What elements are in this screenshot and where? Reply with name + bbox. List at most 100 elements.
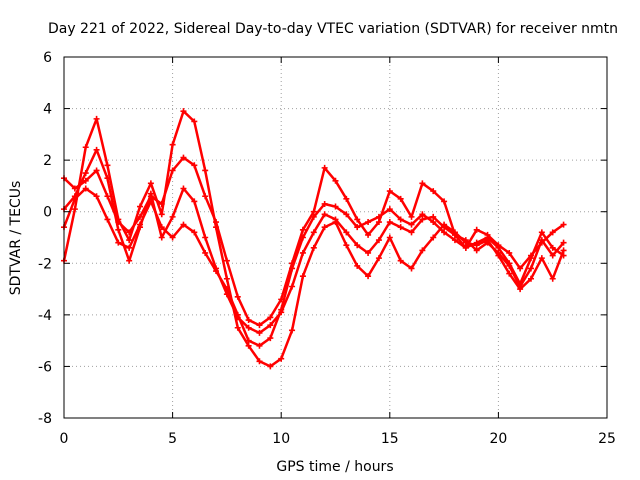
data-point bbox=[169, 167, 176, 174]
data-point bbox=[517, 265, 524, 272]
y-tick-label: -4 bbox=[38, 308, 52, 324]
data-point bbox=[137, 203, 144, 210]
data-point bbox=[527, 275, 534, 282]
data-point bbox=[213, 265, 220, 272]
y-tick-label: 0 bbox=[43, 205, 52, 221]
data-point bbox=[278, 296, 285, 303]
data-point bbox=[321, 200, 328, 207]
data-point bbox=[82, 144, 89, 151]
data-point bbox=[354, 262, 361, 269]
data-point bbox=[223, 275, 230, 282]
data-point bbox=[538, 229, 545, 236]
data-point bbox=[397, 195, 404, 202]
plot-frame bbox=[63, 56, 608, 419]
x-tick-label: 10 bbox=[272, 431, 290, 447]
data-point bbox=[256, 322, 263, 329]
data-point bbox=[386, 206, 393, 213]
data-point bbox=[310, 208, 317, 215]
data-point bbox=[560, 247, 567, 254]
data-point bbox=[321, 164, 328, 171]
data-point bbox=[310, 244, 317, 251]
data-point bbox=[538, 237, 545, 244]
data-point bbox=[82, 170, 89, 177]
data-point bbox=[354, 242, 361, 249]
data-point bbox=[419, 216, 426, 223]
data-point bbox=[386, 219, 393, 226]
data-point bbox=[202, 249, 209, 256]
data-point bbox=[191, 118, 198, 125]
data-point bbox=[462, 237, 469, 244]
data-point bbox=[365, 273, 372, 280]
data-point bbox=[332, 177, 339, 184]
data-point bbox=[484, 231, 491, 238]
data-point bbox=[560, 239, 567, 246]
data-point bbox=[82, 177, 89, 184]
series-trace-4 bbox=[61, 146, 567, 336]
data-point bbox=[441, 224, 448, 231]
data-point bbox=[506, 270, 513, 277]
data-point bbox=[375, 255, 382, 262]
data-point bbox=[278, 309, 285, 316]
y-tick-label: -6 bbox=[38, 359, 52, 375]
data-point bbox=[299, 226, 306, 233]
data-point bbox=[180, 108, 187, 115]
data-point bbox=[267, 335, 274, 342]
data-point bbox=[202, 193, 209, 200]
data-point bbox=[430, 219, 437, 226]
data-point bbox=[365, 231, 372, 238]
data-point bbox=[267, 363, 274, 370]
data-point bbox=[549, 229, 556, 236]
data-point bbox=[256, 342, 263, 349]
data-point bbox=[343, 242, 350, 249]
data-point bbox=[343, 229, 350, 236]
data-point bbox=[495, 242, 502, 249]
data-point bbox=[354, 216, 361, 223]
data-point bbox=[191, 229, 198, 236]
data-point bbox=[408, 229, 415, 236]
data-point bbox=[549, 275, 556, 282]
data-point bbox=[147, 190, 154, 197]
data-point bbox=[484, 239, 491, 246]
x-axis-label: GPS time / hours bbox=[276, 459, 393, 475]
data-point bbox=[299, 249, 306, 256]
data-point bbox=[473, 226, 480, 233]
data-point bbox=[180, 154, 187, 161]
data-point bbox=[289, 283, 296, 290]
data-point bbox=[147, 180, 154, 187]
data-point bbox=[560, 221, 567, 228]
data-point bbox=[180, 185, 187, 192]
data-point bbox=[451, 231, 458, 238]
data-point bbox=[419, 211, 426, 218]
data-point bbox=[321, 211, 328, 218]
y-tick-label: 2 bbox=[43, 153, 52, 169]
data-point bbox=[495, 249, 502, 256]
data-point bbox=[473, 242, 480, 249]
data-point bbox=[332, 203, 339, 210]
data-point bbox=[202, 167, 209, 174]
data-point bbox=[234, 314, 241, 321]
data-point bbox=[93, 115, 100, 122]
y-tick-label: 4 bbox=[43, 102, 52, 118]
data-point bbox=[365, 249, 372, 256]
data-point bbox=[386, 234, 393, 241]
data-point bbox=[104, 216, 111, 223]
data-point bbox=[343, 211, 350, 218]
data-point bbox=[419, 247, 426, 254]
data-point bbox=[93, 193, 100, 200]
data-point bbox=[169, 213, 176, 220]
data-point bbox=[169, 234, 176, 241]
data-point bbox=[375, 219, 382, 226]
data-point bbox=[441, 229, 448, 236]
data-point bbox=[408, 265, 415, 272]
data-point bbox=[126, 237, 133, 244]
data-point bbox=[549, 252, 556, 259]
data-point bbox=[375, 237, 382, 244]
data-point bbox=[126, 257, 133, 264]
x-tick-label: 20 bbox=[489, 431, 507, 447]
data-point bbox=[126, 244, 133, 251]
data-point bbox=[430, 213, 437, 220]
data-point bbox=[408, 213, 415, 220]
data-point bbox=[202, 234, 209, 241]
